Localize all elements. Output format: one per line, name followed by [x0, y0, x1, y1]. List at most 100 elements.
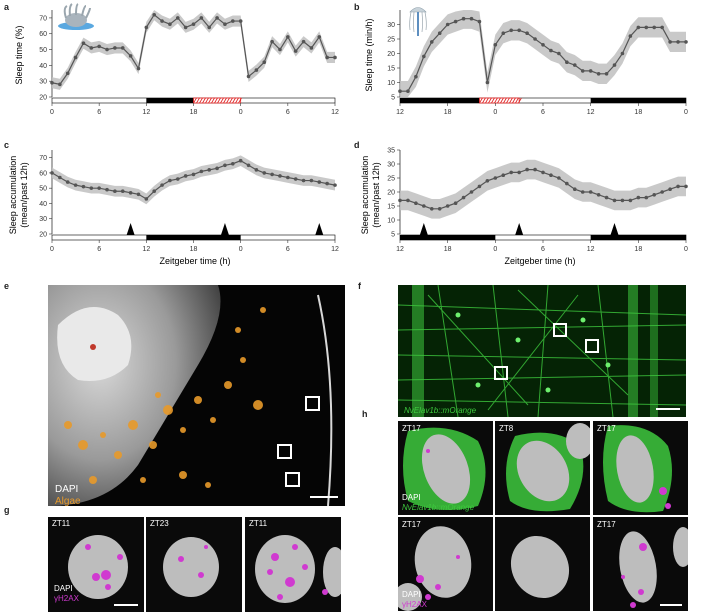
y-tick-label-d: 20 [387, 190, 395, 197]
data-point-c [246, 163, 251, 168]
c-x-label: Zeitgeber time (h) [159, 256, 230, 266]
panel-letter-h: h [362, 409, 368, 419]
micrograph-f [398, 285, 686, 417]
perturbation-hatch-b [482, 97, 486, 104]
perturbation-hatch-b [515, 97, 519, 104]
data-point-d [398, 198, 402, 203]
dark-segment-b [400, 98, 496, 103]
nucleus [398, 583, 422, 611]
data-point-c [286, 175, 290, 180]
data-point-b [461, 16, 466, 21]
data-point-d [445, 204, 450, 208]
y-tick-label-d: 10 [387, 218, 395, 225]
data-point-c [215, 166, 219, 171]
perturbation-hatch-a [235, 97, 239, 104]
perturbation-hatch-a [226, 97, 230, 104]
data-point-b [572, 63, 577, 67]
h-bottom-tag-3: ZT17 [597, 520, 616, 529]
data-point-a [113, 46, 117, 50]
data-point-c [293, 177, 298, 181]
x-tick-label-c: 6 [286, 246, 290, 253]
x-tick-label-c: 12 [142, 246, 150, 253]
data-point-c [97, 186, 101, 190]
h2ax-focus [302, 564, 308, 570]
data-point-b [422, 54, 426, 59]
data-point-c [136, 192, 141, 197]
perturbation-hatch-a [193, 97, 197, 104]
data-point-a [128, 54, 133, 58]
perturbation-hatch-b [491, 97, 495, 104]
h-top-tag-1: ZT17 [402, 424, 421, 433]
data-point-b [588, 69, 593, 73]
data-point-a [105, 47, 109, 52]
d-x-label: Zeitgeber time (h) [504, 256, 575, 266]
perturbation-hatch-a [211, 97, 215, 104]
neuron-somata [455, 312, 611, 393]
h2ax-focus [92, 573, 100, 581]
data-point-b [509, 28, 514, 33]
g-label-h2ax: γH2AX [54, 594, 79, 603]
data-point-c [309, 178, 314, 183]
data-point-d [572, 187, 577, 191]
data-point-a [309, 46, 314, 50]
x-tick-label-d: 12 [587, 246, 595, 253]
data-point-b [437, 31, 442, 35]
g-time-tag-2: ZT23 [150, 519, 169, 528]
nucleus [414, 526, 472, 598]
d-y-label-1: Sleep accumulation [360, 156, 370, 235]
perturbation-hatch-a [205, 97, 209, 104]
data-point-d [636, 195, 641, 200]
perturbation-hatch-b [485, 97, 489, 104]
data-point-a [136, 66, 141, 71]
x-tick-label-d: 0 [684, 246, 688, 253]
chart-a: 20 30 40 50 60 70 0 6 12 18 0 6 12 [39, 10, 339, 116]
h2ax-focus [621, 575, 625, 579]
nucleus [68, 535, 128, 599]
h-top-tile-3-svg [603, 425, 672, 513]
anemone-icon [58, 3, 94, 30]
h-top-tile-3 [593, 421, 688, 515]
panel-letter-f: f [358, 281, 361, 291]
x-tick-label-c: 6 [97, 246, 101, 253]
data-point-d [501, 173, 506, 177]
data-point-a [223, 22, 227, 27]
data-point-a [270, 39, 274, 44]
x-tick-label-b: 12 [396, 109, 404, 116]
data-point-d [509, 170, 514, 175]
data-point-d [533, 167, 537, 172]
nucleus [516, 440, 570, 502]
y-tick-label-c: 40 [39, 201, 47, 208]
sem-band-a [52, 10, 335, 90]
data-point-a [262, 60, 267, 64]
data-point-a [160, 19, 164, 23]
data-point-a [58, 82, 62, 87]
x-tick-label-b: 6 [541, 109, 545, 116]
data-point-d [406, 198, 410, 203]
y-tick-label-b: 5 [391, 95, 395, 102]
perturbation-hatch-a [202, 97, 206, 104]
dark-segment-b [590, 98, 686, 103]
data-point-c [278, 174, 282, 178]
y-tick-label-d: 5 [391, 232, 395, 239]
data-point-d [652, 193, 657, 197]
y-tick-label-b: 20 [387, 51, 395, 58]
data-point-b [517, 28, 521, 33]
y-tick-label-d: 30 [387, 162, 395, 169]
data-point-d [477, 184, 482, 189]
data-point-d [541, 170, 545, 175]
data-point-b [493, 43, 498, 47]
body-wall [317, 294, 333, 506]
data-point-c [128, 190, 133, 195]
nucleus [673, 527, 688, 567]
data-point-c [81, 184, 86, 189]
data-point-c [120, 189, 125, 194]
perturbation-hatch-b [518, 97, 522, 104]
scale-bar-h [660, 604, 682, 606]
data-point-a [207, 25, 212, 30]
data-point-d [485, 179, 490, 183]
data-point-b [469, 16, 474, 21]
h2ax-focus [456, 555, 460, 559]
x-tick-label-b: 12 [587, 109, 595, 116]
x-tick-label-a: 12 [331, 109, 339, 116]
y-tick-label-a: 40 [39, 63, 47, 70]
